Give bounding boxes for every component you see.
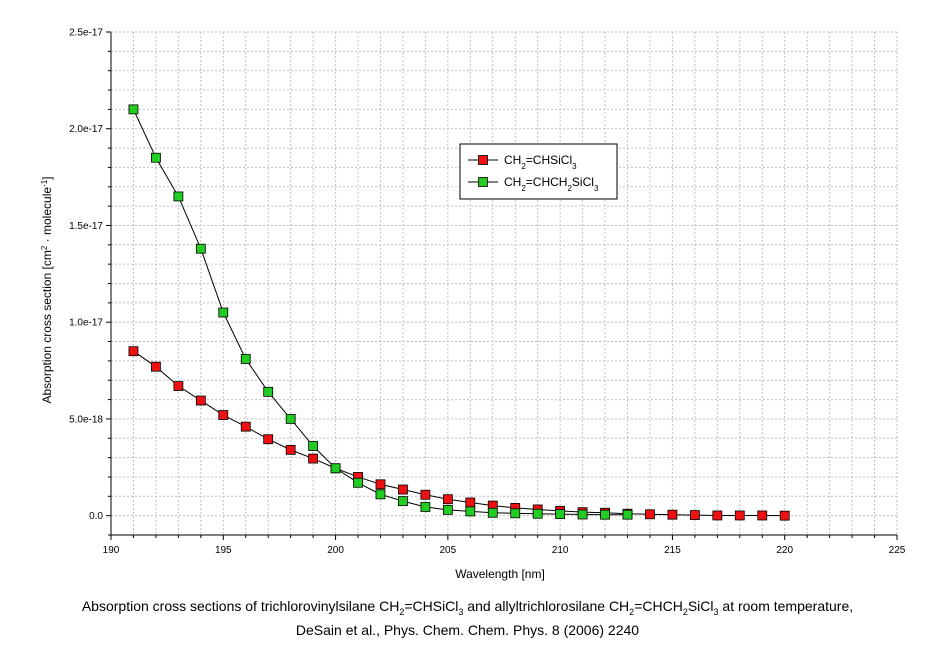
series-2-point (330, 463, 341, 474)
series-1-point (712, 510, 723, 521)
legend-box (459, 143, 618, 200)
y-tick-label: 1.5e-17 (69, 221, 103, 232)
grid (111, 32, 897, 535)
series-1-point (779, 510, 790, 521)
x-axis-title: Wavelength [nm] (455, 567, 545, 581)
y-tick-label: 2.5e-17 (69, 28, 103, 39)
y-tick-label: 1.0e-17 (69, 318, 103, 329)
chart: 190 195 200 205 210 215 220 225 0.0 5.0e-18 1.0e-… (40, 28, 906, 582)
series-1-point (757, 510, 768, 521)
x-tick-label: 220 (776, 545, 793, 556)
series-1-point (420, 489, 431, 500)
y-axis-title: Absorption cross section [cm2 · molecule… (40, 176, 55, 403)
series-2-point (353, 477, 363, 488)
y-tick-label: 5.0e-18 (69, 414, 103, 425)
series-2-point (398, 496, 408, 507)
legend-entry-1: CH2=CHSiCl3 (504, 153, 577, 171)
series-2-point (218, 307, 229, 318)
series-2-point (420, 502, 431, 512)
series-2-point (442, 504, 453, 515)
x-tick-label: 195 (215, 545, 232, 556)
series-2-point (465, 506, 476, 517)
series-1 (128, 346, 790, 521)
series-2-point (555, 509, 566, 520)
y-tick-label: 0.0 (89, 511, 103, 522)
series-2-point (308, 441, 319, 451)
series-2-point (263, 386, 274, 397)
legend-marker (478, 177, 488, 187)
series-1-point (734, 510, 745, 521)
y-tick-label: 2.0e-17 (69, 124, 103, 135)
series-2-point (600, 509, 610, 520)
series-1-line (133, 350, 785, 517)
x-tick-label: 225 (889, 545, 906, 556)
series-2-point (532, 508, 543, 519)
series-1-point (218, 410, 229, 420)
series-2-point (622, 509, 633, 520)
series-1-point (263, 434, 274, 445)
legend-entry-2: CH2=CHCH2SiCl3 (504, 175, 599, 193)
series-1-point (195, 395, 206, 406)
x-tick-label: 205 (440, 545, 457, 556)
series-2-point (577, 509, 588, 520)
series-1-point (240, 421, 251, 432)
caption-line-1: Absorption cross sections of trichlorovi… (81, 598, 854, 617)
series-1-point (151, 361, 161, 372)
series-1-point (375, 479, 386, 490)
y-axis-ticks: 0.0 5.0e-18 1.0e-17 1.5e-17 2.0e-17 2.5e-17 (69, 28, 111, 536)
series-2-point (285, 414, 296, 424)
series-2-point (487, 507, 498, 518)
series-1-point (689, 510, 700, 520)
series-2-point (240, 354, 251, 364)
series-2-point (128, 104, 139, 115)
series-1-point (442, 494, 453, 505)
series-2-point (510, 508, 521, 519)
x-axis-ticks: 190 195 200 205 210 215 220 225 (103, 535, 906, 556)
x-tick-label: 200 (327, 545, 344, 556)
series-layer (128, 104, 790, 521)
legend: CH2=CHSiCl3 CH2=CHCH2SiCl3 (459, 143, 618, 200)
series-1-point (308, 453, 319, 464)
series-1-point (667, 509, 678, 520)
series-1-point (645, 509, 655, 520)
series-2-point (173, 191, 184, 202)
series-2-point (151, 152, 161, 163)
caption-line-2: DeSain et al., Phys. Chem. Chem. Phys. 8… (295, 622, 640, 638)
x-tick-label: 215 (664, 545, 681, 556)
series-2-point (375, 489, 386, 500)
legend-marker (478, 155, 488, 165)
series-1-point (285, 444, 296, 455)
series-2 (128, 104, 633, 520)
x-tick-label: 190 (103, 545, 120, 556)
series-1-point (398, 484, 408, 495)
series-1-point (128, 346, 139, 357)
series-1-point (173, 381, 184, 391)
series-1-point (465, 497, 476, 508)
series-2-point (195, 243, 206, 254)
x-tick-label: 210 (552, 545, 569, 556)
